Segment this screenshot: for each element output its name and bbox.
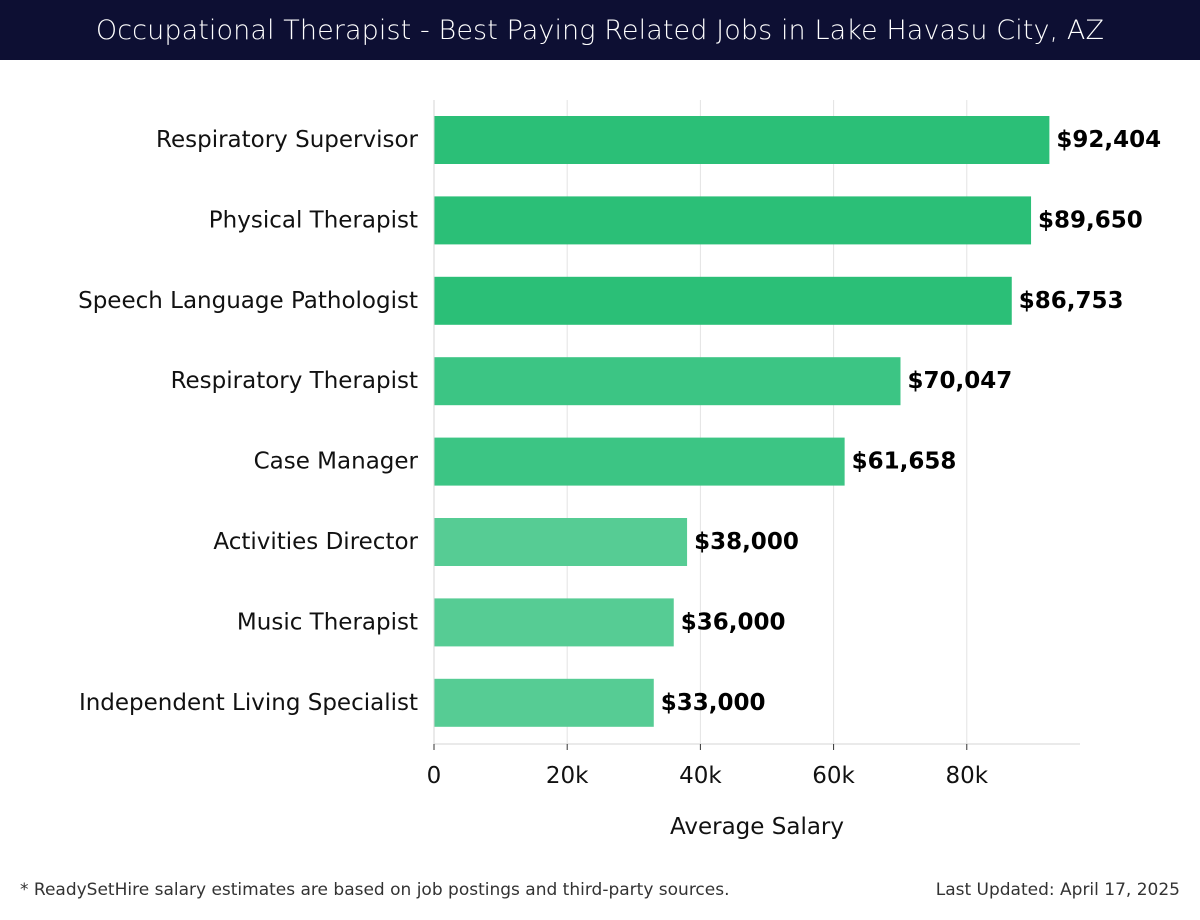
bar [434, 196, 1032, 245]
value-label: $61,658 [852, 449, 957, 475]
x-axis: 0 20k 40k 60k 80k Average Salary [427, 100, 1080, 840]
chart-title: Occupational Therapist - Best Paying Rel… [0, 0, 1200, 60]
value-label: $33,000 [661, 690, 766, 716]
category-label: Case Manager [254, 449, 419, 475]
x-tick-label: 20k [546, 763, 589, 789]
category-label: Music Therapist [237, 609, 418, 635]
bar [434, 357, 901, 406]
x-tick-label: 80k [945, 763, 988, 789]
category-label: Respiratory Supervisor [156, 127, 419, 153]
category-label: Activities Director [213, 529, 418, 555]
bar [434, 276, 1012, 325]
bar [434, 678, 654, 727]
category-label: Physical Therapist [209, 207, 418, 233]
value-label: $70,047 [907, 368, 1012, 394]
bar [434, 518, 688, 566]
value-label: $86,753 [1019, 288, 1124, 314]
labels: Respiratory Supervisor $92,404 Physical Th… [78, 127, 1161, 716]
category-label: Independent Living Specialist [79, 690, 418, 716]
x-axis-title: Average Salary [670, 814, 844, 840]
footer-note: * ReadySetHire salary estimates are base… [20, 880, 730, 900]
bar-chart: 0 20k 40k 60k 80k Average Salary Respiratory … [78, 100, 1161, 840]
x-tick-label: 0 [427, 763, 442, 789]
value-label: $36,000 [681, 609, 786, 635]
category-label: Speech Language Pathologist [78, 288, 418, 314]
bars [434, 116, 1050, 727]
last-updated: Last Updated: April 17, 2025 [935, 880, 1180, 900]
bar [434, 437, 845, 486]
value-label: $38,000 [694, 529, 799, 555]
x-tick-label: 40k [679, 763, 722, 789]
category-label: Respiratory Therapist [171, 368, 418, 394]
bar [434, 598, 674, 647]
x-tick-label: 60k [812, 763, 855, 789]
value-label: $92,404 [1056, 127, 1161, 153]
value-label: $89,650 [1038, 207, 1143, 233]
bar [434, 116, 1050, 164]
